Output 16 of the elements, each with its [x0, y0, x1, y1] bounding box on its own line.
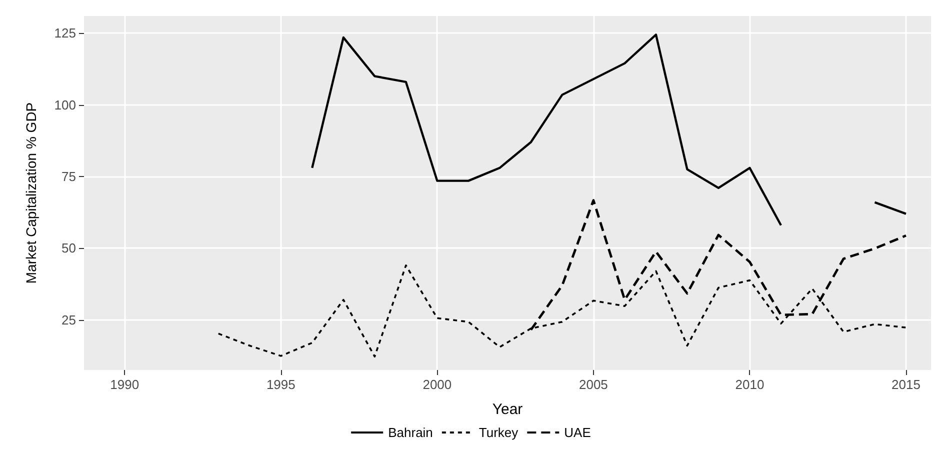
- x-axis-title: Year: [492, 401, 523, 418]
- y-axis-title: Market Capitalization % GDP: [23, 102, 39, 284]
- y-tick-label: 125: [54, 26, 76, 41]
- x-tick-label: 2010: [735, 377, 764, 392]
- y-tick-label: 100: [54, 97, 76, 112]
- legend-label: UAE: [564, 425, 592, 440]
- x-tick-label: 2000: [422, 377, 452, 392]
- x-tick-label: 1995: [266, 377, 296, 392]
- x-tick-label: 2015: [892, 377, 920, 392]
- y-tick-label: 75: [62, 169, 76, 184]
- y-tick-label: 25: [62, 312, 76, 328]
- legend-label: Turkey: [478, 425, 519, 440]
- x-tick-label: 1990: [110, 377, 140, 392]
- x-tick-label: 2005: [578, 377, 608, 392]
- legend-label: Bahrain: [388, 425, 433, 440]
- y-tick-label: 50: [62, 240, 76, 256]
